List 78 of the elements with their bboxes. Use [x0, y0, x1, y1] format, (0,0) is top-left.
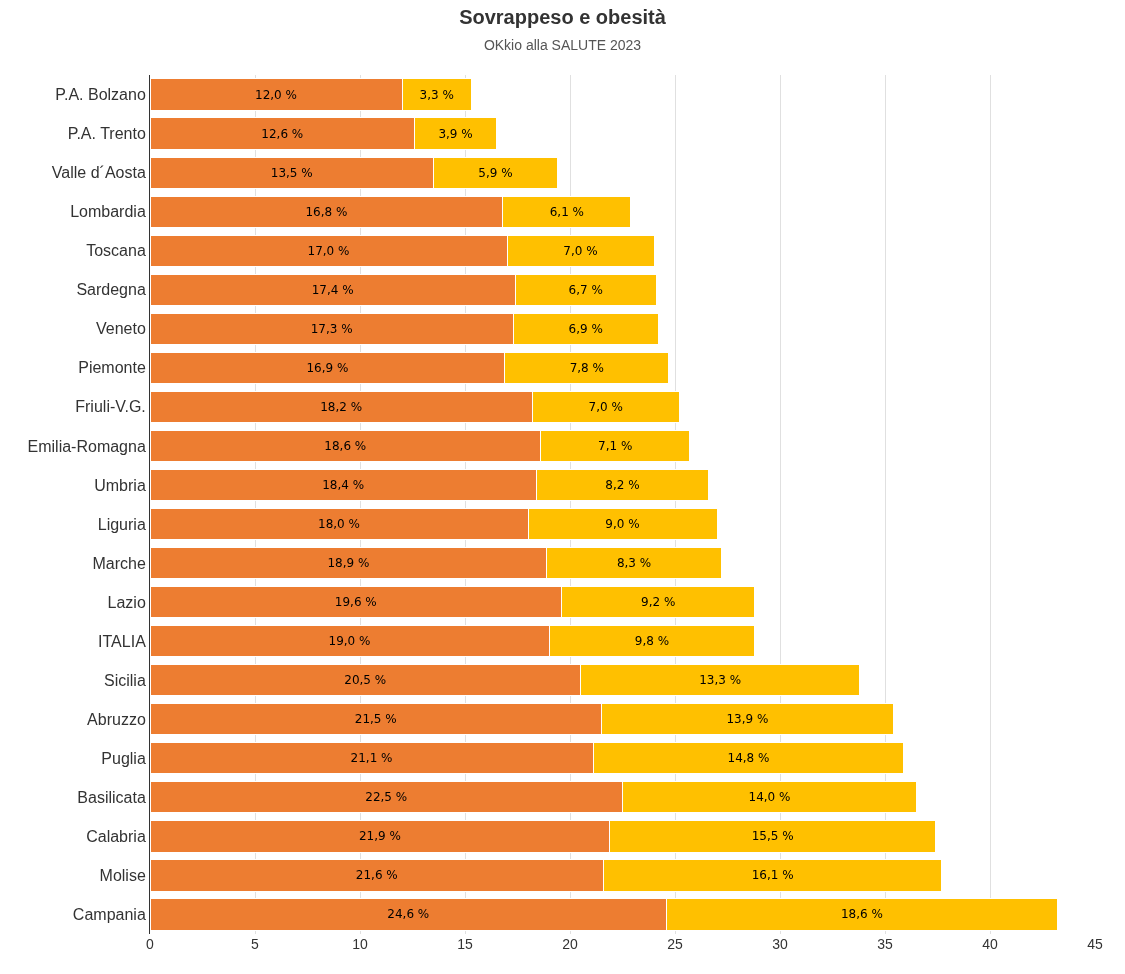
data-label: 18,6 % [840, 907, 883, 922]
y-tick-label: Abruzzo [87, 710, 146, 728]
data-label: 18,6 % [324, 438, 367, 453]
data-label: 9,0 % [605, 517, 640, 532]
data-label: 3,9 % [438, 126, 473, 141]
data-label: 19,6 % [334, 595, 377, 610]
data-label: 17,3 % [310, 321, 353, 336]
data-label: 9,2 % [641, 595, 676, 610]
data-label: 12,0 % [255, 87, 297, 102]
data-label: 16,9 % [306, 360, 349, 375]
y-tick-label: Basilicata [77, 788, 146, 806]
data-label: 7,0 % [588, 399, 623, 414]
data-label: 7,1 % [597, 438, 633, 453]
y-tick-label: Marche [92, 554, 146, 572]
data-label: 21,9 % [358, 829, 401, 844]
data-label: 5,9 % [478, 165, 513, 180]
chart-title: Sovrappeso e obesità [459, 6, 667, 29]
data-label: 8,3 % [616, 556, 652, 571]
y-tick-label: P.A. Bolzano [55, 86, 146, 104]
data-label: 14,8 % [727, 751, 770, 766]
x-tick-label: 15 [457, 936, 473, 952]
x-tick-label: 45 [1087, 936, 1103, 952]
y-tick-label: ITALIA [98, 632, 147, 650]
data-label: 16,1 % [751, 868, 794, 883]
y-tick-label: Toscana [86, 242, 146, 260]
y-tick-label: Emilia-Romagna [27, 437, 146, 455]
y-tick-label: Lazio [107, 593, 146, 611]
y-tick-label: Campania [72, 906, 146, 924]
y-tick-label: Puglia [101, 749, 146, 767]
data-label: 14,0 % [748, 790, 791, 805]
y-tick-label: P.A. Trento [67, 125, 146, 143]
x-tick-label: 25 [667, 936, 683, 952]
y-tick-label: Liguria [97, 515, 146, 533]
y-tick-label: Veneto [95, 320, 146, 338]
data-label: 9,8 % [634, 634, 670, 649]
data-label: 6,7 % [568, 282, 603, 297]
data-label: 13,9 % [726, 712, 769, 727]
data-label: 7,0 % [563, 243, 598, 258]
data-label: 13,5 % [270, 165, 313, 180]
data-label: 13,3 % [699, 673, 742, 688]
y-tick-label: Calabria [86, 827, 146, 845]
y-tick-label: Umbria [94, 476, 146, 494]
data-label: 20,5 % [344, 673, 387, 688]
data-label: 7,8 % [569, 360, 604, 375]
data-label: 16,8 % [305, 204, 348, 219]
x-tick-label: 0 [146, 936, 155, 952]
data-label: 21,6 % [355, 868, 398, 883]
x-tick-label: 10 [352, 936, 368, 952]
data-label: 8,2 % [605, 477, 640, 492]
data-label: 21,5 % [354, 712, 397, 727]
x-tick-label: 5 [251, 936, 260, 952]
data-label: 18,2 % [320, 399, 363, 414]
y-tick-label: Lombardia [70, 203, 146, 221]
data-label: 6,9 % [568, 321, 603, 336]
data-label: 3,3 % [419, 87, 454, 102]
data-label: 6,1 % [549, 204, 585, 219]
y-tick-label: Sicilia [104, 671, 146, 689]
data-label: 17,4 % [311, 282, 354, 297]
x-tick-label: 40 [982, 936, 998, 952]
data-label: 18,0 % [318, 517, 360, 532]
data-label: 15,5 % [751, 829, 794, 844]
y-tick-label: Sardegna [76, 281, 146, 299]
data-label: 18,9 % [327, 556, 370, 571]
data-label: 19,0 % [328, 634, 371, 649]
chart-subtitle: OKkio alla SALUTE 2023 [483, 37, 642, 54]
x-tick-label: 35 [877, 936, 893, 952]
data-label: 18,4 % [322, 477, 365, 492]
data-label: 12,6 % [261, 126, 304, 141]
data-label: 24,6 % [387, 907, 430, 922]
y-tick-label: Piemonte [78, 359, 146, 377]
y-tick-label: Molise [99, 867, 146, 885]
x-tick-label: 20 [562, 936, 578, 952]
y-tick-label: Friuli-V.G. [75, 398, 146, 416]
y-tick-label: Valle d´Aosta [51, 164, 146, 182]
data-label: 22,5 % [365, 790, 408, 805]
data-label: 17,0 % [307, 243, 350, 258]
data-label: 21,1 % [350, 751, 393, 766]
x-tick-label: 30 [772, 936, 788, 952]
